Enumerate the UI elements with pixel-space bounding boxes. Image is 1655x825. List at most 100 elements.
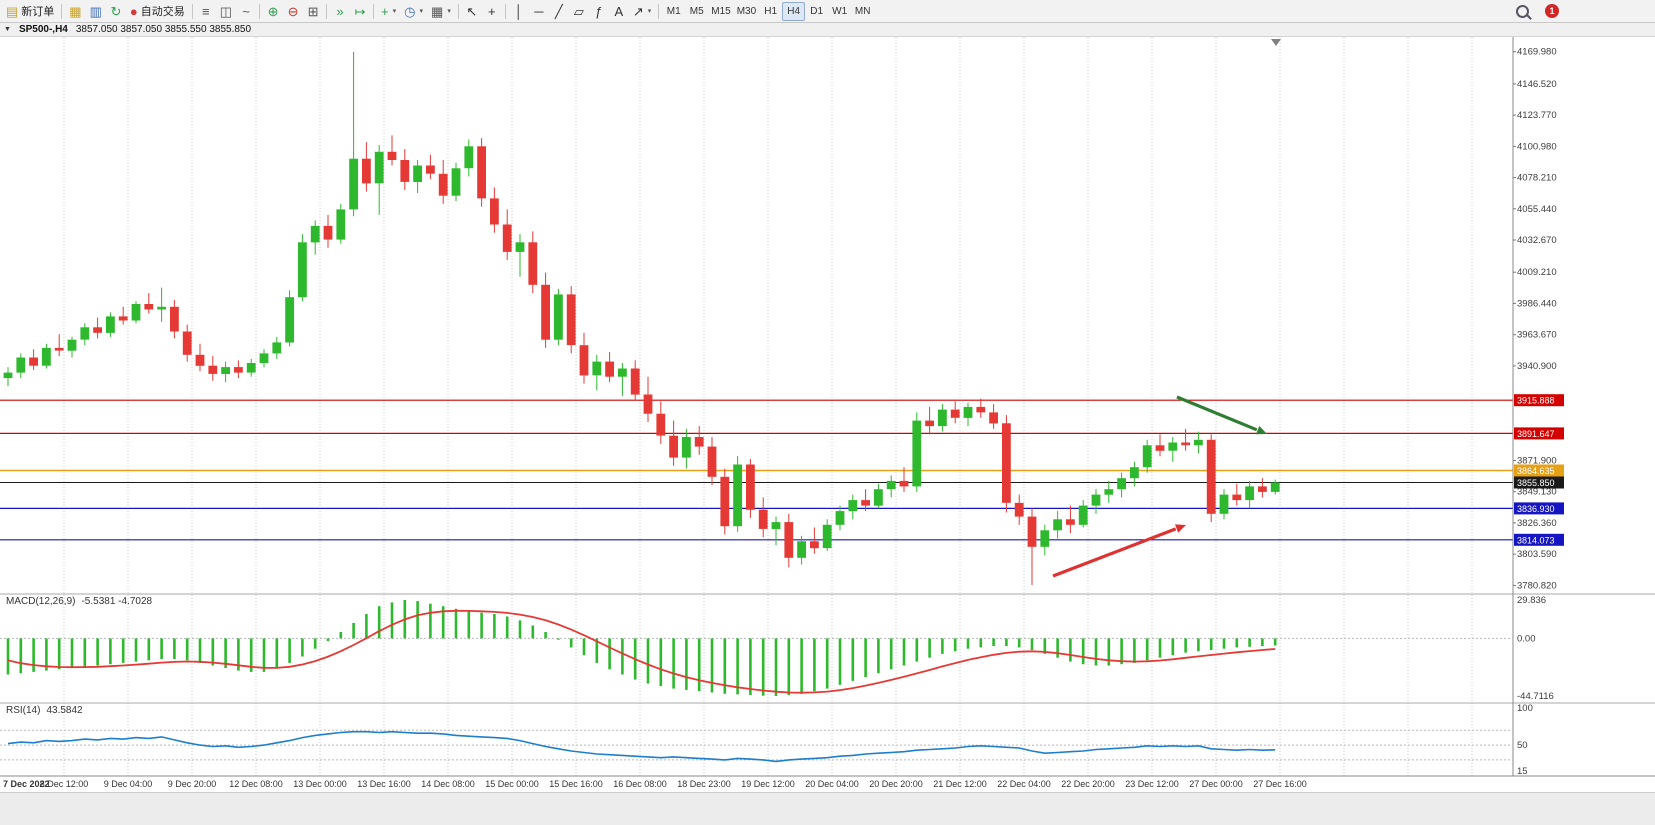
macd-indicator-header: MACD(12,26,9) -5.5381 -4.7028	[6, 596, 152, 607]
svg-text:3780.820: 3780.820	[1517, 580, 1557, 591]
toolbar-separator	[457, 3, 459, 19]
zoom-out-button[interactable]: ⊖	[283, 2, 303, 21]
search-button[interactable]	[1512, 2, 1533, 21]
crosshair-icon: +	[488, 3, 496, 19]
rsi-label: RSI(14)	[6, 705, 41, 716]
toolbar-separator	[61, 3, 63, 19]
svg-text:20 Dec 04:00: 20 Dec 04:00	[805, 779, 859, 789]
svg-text:7 Dec 2022: 7 Dec 2022	[3, 779, 50, 789]
candlestick-chart-icon: ◫	[219, 3, 233, 19]
horizontal-level-lines	[0, 399, 1513, 541]
macd-values: -5.5381 -4.7028	[81, 596, 153, 607]
navigator-button[interactable]: ↻	[106, 2, 126, 21]
toolbar-separator	[504, 3, 506, 19]
periods-button[interactable]: ◷ ▾	[400, 2, 427, 21]
svg-text:-44.7116: -44.7116	[1517, 691, 1554, 702]
svg-text:3836.930: 3836.930	[1517, 504, 1555, 514]
toolbar-separator	[658, 3, 660, 19]
data-window-button[interactable]: ▥	[86, 2, 106, 21]
timeframe-d1-button[interactable]: D1	[805, 2, 828, 21]
svg-text:15: 15	[1517, 766, 1528, 777]
svg-text:3814.073: 3814.073	[1517, 535, 1555, 545]
bar-chart-icon: ≡	[201, 3, 210, 19]
horizontal-line-icon: ─	[534, 3, 544, 19]
timeframe-m15-button[interactable]: M15	[708, 2, 733, 21]
svg-text:4146.520: 4146.520	[1517, 79, 1557, 90]
line-chart-icon: ~	[242, 3, 250, 19]
vertical-gridlines	[63, 37, 1473, 776]
templates-button[interactable]: ▦ ▾	[427, 2, 455, 21]
timeframe-h4-button[interactable]: H4	[782, 1, 806, 21]
svg-text:9 Dec 20:00: 9 Dec 20:00	[168, 779, 217, 789]
macd-signal-line	[7, 609, 1276, 694]
vertical-line-button[interactable]: │	[509, 2, 529, 21]
trendline-icon: ╱	[554, 3, 563, 19]
chart-menu-arrow-icon[interactable]: ▼	[4, 26, 11, 33]
price-axis-labels: 4169.980 4146.520 4123.770 4100.980 4078.210…	[1513, 47, 1557, 591]
chevron-down-icon: ▾	[392, 8, 397, 15]
macd-histogram	[6, 600, 1277, 696]
search-icon	[1516, 4, 1529, 18]
svg-text:13 Dec 00:00: 13 Dec 00:00	[293, 779, 347, 789]
cursor-icon: ↖	[466, 3, 478, 19]
svg-text:4123.770: 4123.770	[1517, 110, 1557, 121]
green-arrow-annotation	[1176, 395, 1267, 435]
new-order-icon: ▤	[6, 3, 19, 19]
svg-text:3803.590: 3803.590	[1517, 549, 1557, 560]
notification-badge[interactable]: 1	[1545, 4, 1559, 18]
timeframe-w1-button[interactable]: W1	[828, 2, 851, 21]
svg-text:3871.900: 3871.900	[1517, 456, 1557, 467]
zoom-in-button[interactable]: ⊕	[263, 2, 283, 21]
vertical-line-icon: │	[514, 3, 523, 19]
rsi-indicator-header: RSI(14) 43.5842	[6, 705, 83, 716]
bar-chart-button[interactable]: ≡	[196, 2, 216, 21]
auto-scroll-button[interactable]: »	[330, 2, 350, 21]
panel-borders	[0, 37, 1655, 777]
timeframe-m30-button[interactable]: M30	[734, 2, 759, 21]
chart-shift-button[interactable]: ↦	[350, 2, 370, 21]
svg-text:4100.980: 4100.980	[1517, 141, 1557, 152]
svg-text:4032.670: 4032.670	[1517, 235, 1557, 246]
svg-text:9 Dec 04:00: 9 Dec 04:00	[104, 779, 153, 789]
chevron-down-icon: ▾	[447, 8, 451, 15]
tile-windows-icon: ⊞	[307, 3, 319, 19]
crosshair-button[interactable]: +	[482, 2, 502, 21]
toolbar-right-group: 1	[1512, 2, 1655, 21]
svg-text:29.836: 29.836	[1517, 595, 1546, 606]
svg-text:3864.635: 3864.635	[1517, 466, 1555, 476]
timeframe-m5-button[interactable]: M5	[685, 2, 708, 21]
bottom-panel	[0, 792, 1655, 825]
channel-button[interactable]: ▱	[569, 2, 589, 21]
arrow-objects-button[interactable]: ↗ ▾	[629, 2, 655, 21]
text-label-button[interactable]: A	[609, 2, 629, 21]
tile-windows-button[interactable]: ⊞	[303, 2, 323, 21]
timeframe-h1-button[interactable]: H1	[759, 2, 782, 21]
candlestick-chart-button[interactable]: ◫	[216, 2, 236, 21]
chart-shift-marker	[1271, 39, 1281, 46]
svg-text:3915.888: 3915.888	[1517, 396, 1555, 406]
svg-text:50: 50	[1517, 740, 1528, 751]
autotrading-button[interactable]: ● 自动交易	[126, 2, 189, 21]
new-order-button[interactable]: ▤ 新订单	[2, 2, 58, 21]
fibonacci-button[interactable]: ƒ	[589, 2, 609, 21]
main-toolbar: ▤ 新订单 ▦ ▥ ↻ ● 自动交易 ≡ ◫ ~ ⊕ ⊖ ⊞ » ↦ + ▾ ◷ ▾ ▦ ▾ ↖ + │ ─ ╱ ▱ ƒ A ↗ ▾ M1 M5…	[0, 0, 1655, 23]
autotrading-button-label: 自动交易	[140, 6, 185, 18]
indicators-button[interactable]: + ▾	[377, 2, 400, 21]
cursor-button[interactable]: ↖	[462, 2, 482, 21]
trendline-button[interactable]: ╱	[549, 2, 569, 21]
rsi-value: 43.5842	[46, 705, 83, 716]
timeframe-m1-button[interactable]: M1	[662, 2, 685, 21]
svg-text:3849.130: 3849.130	[1517, 487, 1557, 498]
toolbar-separator	[326, 3, 328, 19]
market-watch-button[interactable]: ▦	[65, 2, 85, 21]
macd-label: MACD(12,26,9)	[6, 596, 76, 607]
horizontal-line-button[interactable]: ─	[529, 2, 549, 21]
line-chart-button[interactable]: ~	[236, 2, 256, 21]
timeframe-mn-button[interactable]: MN	[851, 2, 874, 21]
svg-text:4055.440: 4055.440	[1517, 204, 1557, 215]
market-watch-icon: ▦	[69, 3, 82, 19]
svg-text:27 Dec 16:00: 27 Dec 16:00	[1253, 779, 1307, 789]
toolbar-separator	[373, 3, 375, 19]
